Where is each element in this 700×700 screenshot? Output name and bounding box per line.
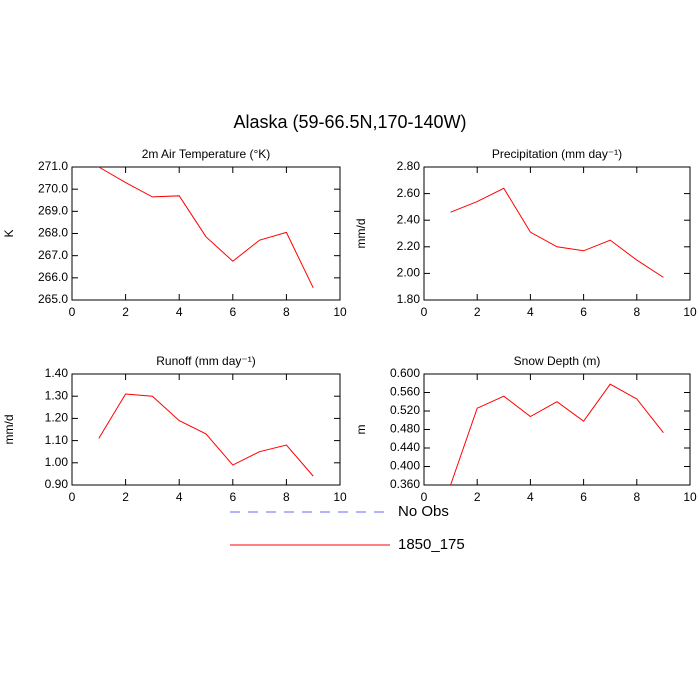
- y-tick-label: 1.10: [45, 433, 69, 447]
- legend-label: No Obs: [398, 503, 449, 520]
- y-tick-label: 2.60: [397, 186, 421, 200]
- x-tick-label: 2: [122, 490, 129, 504]
- y-tick-label: 1.00: [45, 455, 69, 469]
- x-tick-label: 10: [683, 490, 697, 504]
- panel-title: 2m Air Temperature (°K): [142, 147, 271, 161]
- plot-frame: [423, 166, 691, 301]
- y-tick-label: 1.20: [45, 411, 69, 425]
- x-tick-label: 8: [283, 305, 290, 319]
- x-tick-label: 0: [69, 305, 76, 319]
- x-tick-label: 2: [122, 305, 129, 319]
- y-tick-label: 0.560: [390, 385, 420, 399]
- x-tick-label: 4: [176, 305, 183, 319]
- data-line: [450, 383, 664, 486]
- plot-frame: [71, 373, 341, 486]
- y-tick-label: 269.0: [38, 204, 68, 218]
- x-tick-label: 2: [474, 305, 481, 319]
- y-tick-label: 266.0: [38, 270, 68, 284]
- y-tick-label: 0.360: [390, 477, 420, 491]
- y-tick-label: 0.600: [390, 366, 420, 380]
- x-tick-label: 2: [474, 490, 481, 504]
- x-tick-label: 4: [527, 490, 534, 504]
- y-axis-label: mm/d: [354, 219, 368, 249]
- y-tick-label: 268.0: [38, 226, 68, 240]
- y-axis-label: m: [354, 425, 368, 435]
- legend-label: 1850_175: [398, 536, 465, 553]
- y-tick-label: 0.440: [390, 440, 420, 454]
- y-axis-label: mm/d: [2, 415, 16, 445]
- y-tick-label: 0.480: [390, 422, 420, 436]
- x-tick-label: 8: [633, 490, 640, 504]
- x-tick-label: 4: [176, 490, 183, 504]
- y-tick-label: 2.00: [397, 266, 421, 280]
- x-tick-label: 0: [69, 490, 76, 504]
- x-tick-label: 6: [580, 490, 587, 504]
- y-tick-label: 2.40: [397, 212, 421, 226]
- x-tick-label: 6: [229, 305, 236, 319]
- x-tick-label: 8: [283, 490, 290, 504]
- y-tick-label: 0.400: [390, 459, 420, 473]
- x-tick-label: 10: [333, 490, 347, 504]
- panel-title: Snow Depth (m): [514, 354, 601, 368]
- y-tick-label: 270.0: [38, 181, 68, 195]
- data-line: [98, 166, 314, 289]
- panel-title: Runoff (mm day⁻¹): [156, 354, 255, 368]
- y-tick-label: 1.30: [45, 388, 69, 402]
- y-axis-label: K: [2, 229, 16, 237]
- x-tick-label: 10: [333, 305, 347, 319]
- y-tick-label: 271.0: [38, 159, 68, 173]
- y-tick-label: 2.80: [397, 159, 421, 173]
- x-tick-label: 6: [580, 305, 587, 319]
- y-tick-label: 1.40: [45, 366, 69, 380]
- figure-title: Alaska (59-66.5N,170-140W): [233, 112, 466, 132]
- data-line: [450, 187, 664, 278]
- x-tick-label: 6: [229, 490, 236, 504]
- x-tick-label: 0: [421, 305, 428, 319]
- x-tick-label: 0: [421, 490, 428, 504]
- y-tick-label: 267.0: [38, 248, 68, 262]
- y-tick-label: 265.0: [38, 292, 68, 306]
- panel-title: Precipitation (mm day⁻¹): [492, 147, 622, 161]
- x-tick-label: 10: [683, 305, 697, 319]
- y-tick-label: 0.90: [45, 477, 69, 491]
- data-line: [98, 393, 314, 477]
- y-tick-label: 0.520: [390, 403, 420, 417]
- y-tick-label: 2.20: [397, 239, 421, 253]
- x-tick-label: 4: [527, 305, 534, 319]
- y-tick-label: 1.80: [397, 292, 421, 306]
- plot-frame: [423, 373, 691, 486]
- x-tick-label: 8: [633, 305, 640, 319]
- plot-frame: [71, 166, 341, 301]
